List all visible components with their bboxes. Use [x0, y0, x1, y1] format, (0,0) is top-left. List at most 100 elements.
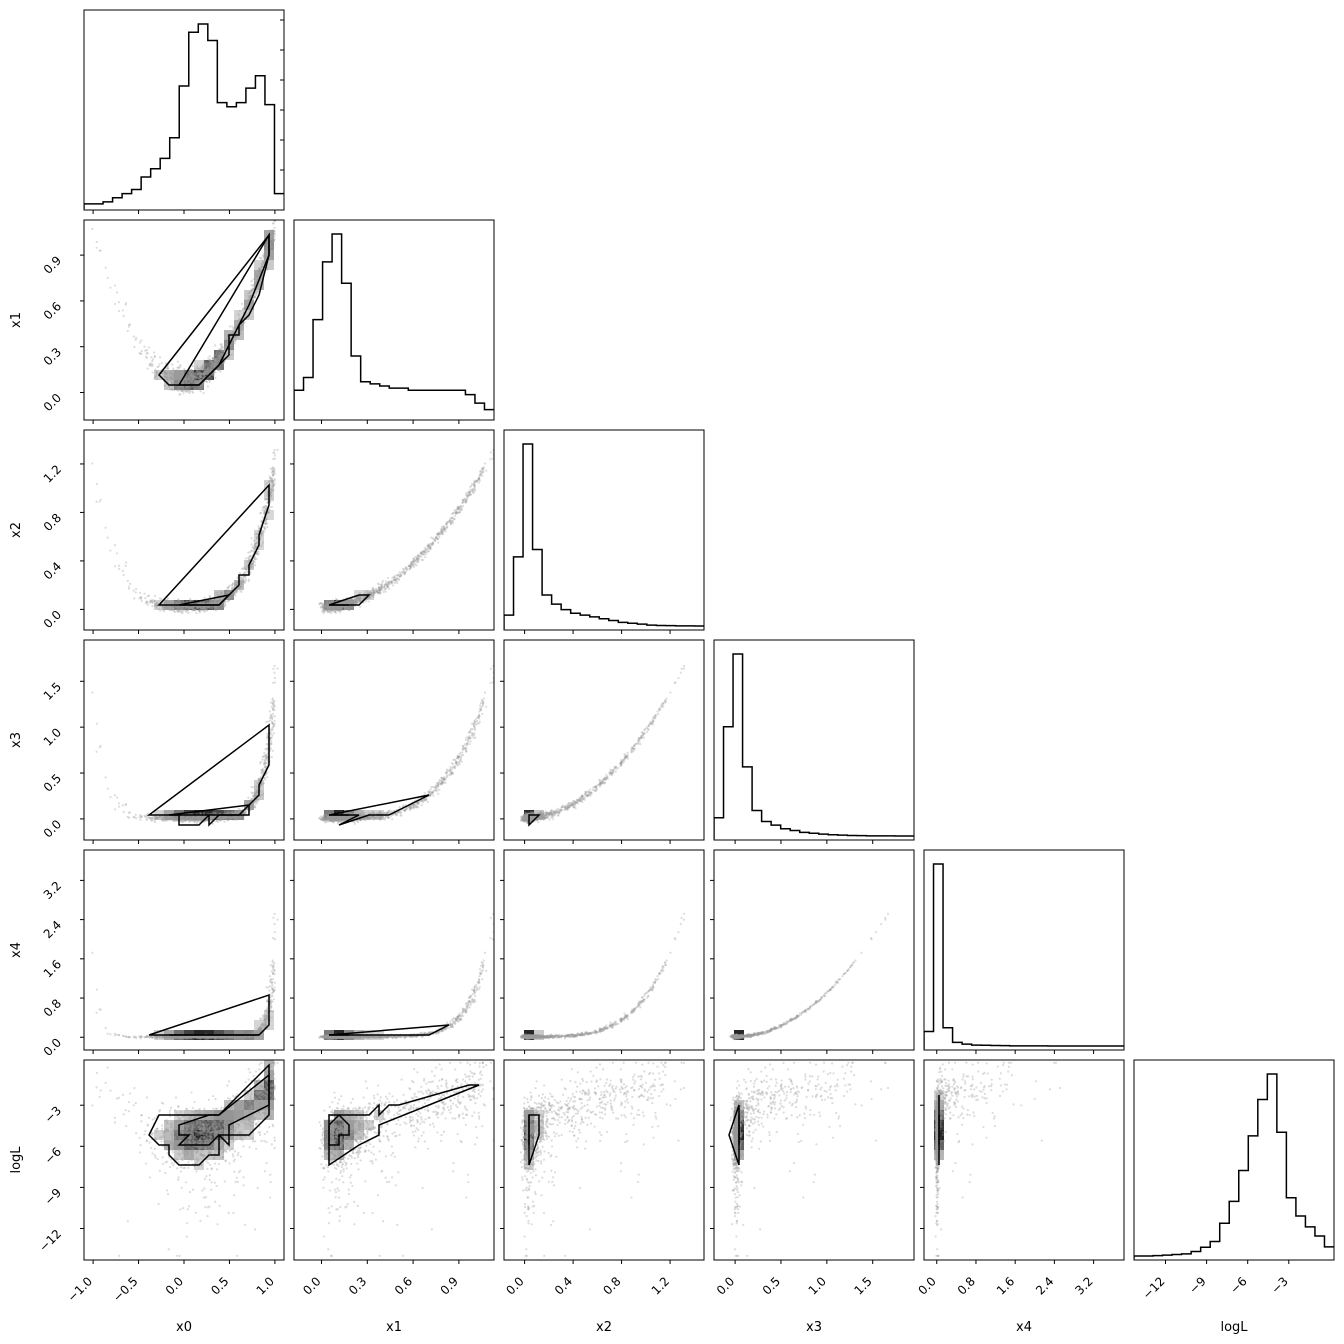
scatter-point: [214, 344, 216, 346]
scatter-point: [147, 368, 149, 370]
scatter-point: [270, 229, 272, 231]
scatter-point: [147, 352, 149, 354]
scatter-point: [254, 564, 256, 566]
scatter-point: [152, 358, 154, 360]
scatter-point: [182, 390, 184, 392]
scatter-point: [245, 300, 247, 302]
scatter-point: [220, 370, 222, 372]
scatter-point: [259, 257, 261, 259]
scatter-point: [190, 380, 192, 382]
scatter-point: [253, 278, 255, 280]
scatter-point: [197, 373, 199, 375]
scatter-point: [170, 372, 172, 374]
scatter-point: [141, 350, 143, 352]
scatter-point: [234, 342, 236, 344]
scatter-point: [95, 247, 97, 249]
scatter-point: [114, 303, 116, 305]
scatter-point: [169, 389, 171, 391]
scatter-point: [273, 236, 275, 238]
scatter-point: [118, 310, 120, 312]
scatter-point: [195, 373, 197, 375]
scatter-point: [215, 363, 217, 365]
scatter-point: [154, 355, 156, 357]
scatter-point: [174, 374, 176, 376]
scatter-point: [146, 349, 148, 351]
scatter-point: [127, 330, 129, 332]
scatter-point: [166, 378, 168, 380]
scatter-point: [177, 387, 179, 389]
scatter-point: [161, 362, 163, 364]
scatter-point: [171, 364, 173, 366]
scatter-point: [266, 248, 268, 250]
scatter-point: [198, 388, 200, 390]
scatter-point: [214, 354, 216, 356]
scatter-point: [274, 205, 276, 207]
scatter-point: [232, 327, 234, 329]
scatter-point: [214, 358, 216, 360]
scatter-point: [177, 361, 179, 363]
scatter-point: [123, 315, 125, 317]
scatter-point: [199, 374, 201, 376]
scatter-point: [195, 369, 197, 371]
histogram-x1: [294, 234, 494, 419]
scatter-point: [209, 381, 211, 383]
scatter-point: [198, 386, 200, 388]
scatter-point: [231, 353, 233, 355]
scatter-point: [191, 369, 193, 371]
scatter-point: [272, 239, 274, 241]
scatter-point: [179, 389, 181, 391]
scatter-point: [191, 375, 193, 377]
scatter-point: [209, 362, 211, 364]
scatter-point: [209, 367, 211, 369]
scatter-point: [210, 377, 212, 379]
scatter-point: [172, 369, 174, 371]
scatter-point: [200, 390, 202, 392]
scatter-point: [162, 375, 164, 377]
scatter-point: [118, 301, 120, 303]
scatter-point: [187, 389, 189, 391]
scatter-point: [172, 367, 174, 369]
scatter-point: [204, 363, 206, 365]
scatter-point: [194, 367, 196, 369]
scatter-point: [191, 386, 193, 388]
scatter-point: [177, 377, 179, 379]
scatter-point: [266, 269, 268, 271]
scatter-point: [219, 356, 221, 358]
scatter-point: [164, 372, 166, 374]
scatter-point: [234, 340, 236, 342]
scatter-point: [155, 370, 157, 372]
scatter-point: [266, 241, 268, 243]
scatter-point: [145, 356, 147, 358]
scatter-point: [190, 373, 192, 375]
scatter-point: [247, 298, 249, 300]
scatter-point: [259, 283, 261, 285]
scatter-point: [193, 376, 195, 378]
scatter-point: [272, 247, 274, 249]
scatter-point: [96, 241, 98, 243]
scatter-point: [135, 339, 137, 341]
scatter-point: [143, 346, 145, 348]
scatter-point: [201, 386, 203, 388]
scatter-point: [274, 449, 276, 451]
scatter-point: [214, 377, 216, 379]
scatter-point: [195, 612, 197, 614]
scatter-point: [235, 326, 237, 328]
scatter-point: [192, 365, 194, 367]
scatter-point: [250, 280, 252, 282]
scatter-point: [242, 308, 244, 310]
scatter-point: [196, 367, 198, 369]
scatter-point: [148, 346, 150, 348]
scatter-point: [271, 238, 273, 240]
scatter-point: [181, 370, 183, 372]
scatter-point: [114, 284, 116, 286]
scatter-point: [271, 255, 273, 257]
scatter-point: [153, 351, 155, 353]
scatter-point: [270, 243, 272, 245]
scatter-point: [247, 294, 249, 296]
panel-x0-x1: 0.00.30.60.9: [41, 205, 284, 424]
scatter-point: [144, 597, 146, 599]
scatter-point: [200, 378, 202, 380]
scatter-point: [109, 549, 111, 551]
scatter-point: [266, 502, 268, 504]
scatter-point: [234, 337, 236, 339]
